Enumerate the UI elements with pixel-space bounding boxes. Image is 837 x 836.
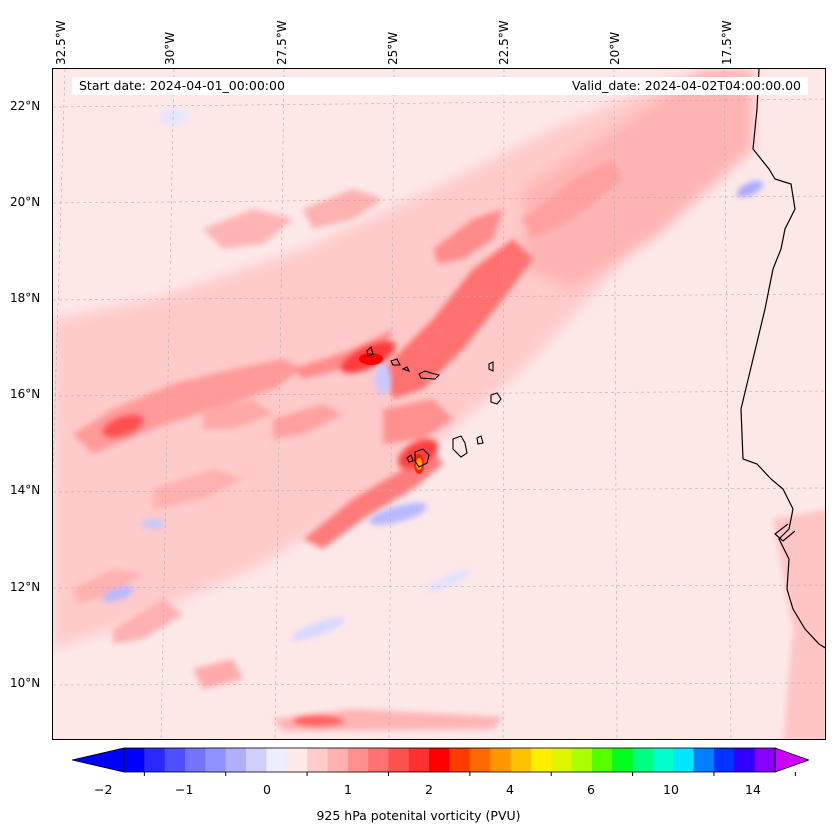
- colorbar-cell: [347, 748, 369, 772]
- colorbar-cell: [266, 748, 288, 772]
- colorbar-outline: [123, 747, 776, 773]
- date-banner: [72, 77, 808, 95]
- lat-label-22n: 22°N: [10, 99, 41, 113]
- colorbar-cell: [612, 748, 634, 772]
- lat-label-12n: 12°N: [10, 580, 41, 594]
- colorbar-cell: [144, 748, 166, 772]
- lon-label-25w: 25°W: [386, 31, 400, 65]
- colorbar-tick-label: 4: [506, 782, 514, 797]
- colorbar-cell: [246, 748, 267, 772]
- lat-label-20n: 20°N: [10, 195, 41, 209]
- colorbar-cell: [551, 748, 573, 772]
- graticule: [53, 69, 825, 739]
- colorbar-cells: [124, 748, 776, 772]
- colorbar-cell: [449, 748, 471, 772]
- colorbar-cell: [225, 748, 247, 772]
- colorbar: [72, 747, 809, 776]
- lat-label-14n: 14°N: [10, 483, 41, 497]
- colorbar-cell: [124, 748, 145, 772]
- colorbar-tick-label: 6: [587, 782, 595, 797]
- colorbar-tick-label: 10: [663, 782, 679, 797]
- colorbar-extend-high: [774, 747, 809, 773]
- colorbar-cell: [713, 748, 735, 772]
- pv-streaks: [73, 159, 825, 739]
- colorbar-tick-label: 1: [344, 782, 352, 797]
- colorbar-cell: [632, 748, 654, 772]
- colorbar-cell: [185, 748, 206, 772]
- colorbar-cell: [164, 748, 186, 772]
- colorbar-cell: [286, 748, 308, 772]
- colorbar-cell: [307, 748, 328, 772]
- colorbar-tick-label: −1: [175, 782, 194, 797]
- lat-label-18n: 18°N: [10, 291, 41, 305]
- lon-label-22-5w: 22.5°W: [497, 20, 511, 65]
- colorbar-tick-label: −2: [94, 782, 113, 797]
- colorbar-tick-label: 14: [745, 782, 761, 797]
- colorbar-cell: [429, 748, 450, 772]
- colorbar-cell: [734, 748, 756, 772]
- colorbar-cell: [205, 748, 227, 772]
- colorbar-extend-low: [72, 747, 125, 773]
- lon-label-17-5w: 17.5°W: [720, 20, 734, 65]
- colorbar-cell: [754, 748, 776, 772]
- valid-date-label: Valid_date: 2024-04-02T04:00:00.00: [571, 78, 801, 93]
- colorbar-cell: [408, 748, 430, 772]
- colorbar-tick-label: 0: [263, 782, 271, 797]
- colorbar-tick-label: 2: [425, 782, 433, 797]
- pv-island-cores: [359, 353, 424, 474]
- colorbar-cell: [368, 748, 389, 772]
- colorbar-cell: [652, 748, 674, 772]
- colorbar-cell: [510, 748, 532, 772]
- lat-label-16n: 16°N: [10, 387, 41, 401]
- map-panel: [52, 68, 826, 740]
- colorbar-cell: [571, 748, 593, 772]
- lon-label-30w: 30°W: [163, 31, 177, 65]
- lon-label-27-5w: 27.5°W: [275, 20, 289, 65]
- pv-field-map: [53, 69, 825, 739]
- lat-label-10n: 10°N: [10, 676, 41, 690]
- colorbar-cell: [490, 748, 512, 772]
- colorbar-label: 925 hPa potenital vorticity (PVU): [316, 808, 521, 823]
- colorbar-cell: [693, 748, 715, 772]
- cape-verde-islands: [366, 345, 502, 468]
- lon-label-32-5w: 32.5°W: [54, 20, 68, 65]
- colorbar-cell: [327, 748, 349, 772]
- colorbar-cell: [673, 748, 695, 772]
- start-date-label: Start date: 2024-04-01_00:00:00: [79, 78, 285, 93]
- colorbar-cell: [591, 748, 613, 772]
- colorbar-cell: [469, 748, 491, 772]
- colorbar-ticks: [143, 772, 796, 776]
- colorbar-cell: [530, 748, 552, 772]
- lon-label-20w: 20°W: [608, 31, 622, 65]
- colorbar-cell: [388, 748, 410, 772]
- coastline: [740, 69, 825, 649]
